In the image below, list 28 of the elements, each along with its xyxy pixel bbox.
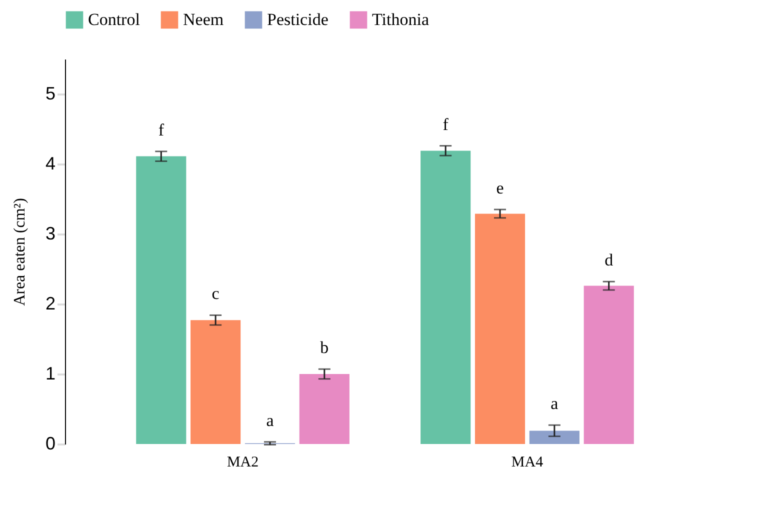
bar <box>529 430 580 444</box>
data-label: f <box>442 114 449 134</box>
bar <box>474 214 526 444</box>
bar <box>584 286 634 444</box>
bar <box>299 374 350 444</box>
legend-label: Neem <box>183 10 224 29</box>
data-label: c <box>212 284 220 304</box>
bar <box>136 156 186 444</box>
data-label: e <box>496 178 504 198</box>
legend-label: Control <box>88 10 140 29</box>
x-tick-label: MA2 <box>226 454 259 470</box>
data-label: d <box>604 250 614 270</box>
y-tick-label: 1 <box>45 364 56 384</box>
legend-label: Pesticide <box>267 10 328 29</box>
x-tick-label: MA4 <box>511 454 544 470</box>
y-tick-label: 3 <box>45 224 56 244</box>
y-tick-label: 4 <box>45 154 56 174</box>
bar <box>420 150 471 444</box>
data-label: f <box>158 120 164 140</box>
y-tick-label: 0 <box>45 434 56 454</box>
y-axis-title: Area eaten (cm²) <box>11 198 28 306</box>
legend-label: Tithonia <box>372 10 430 29</box>
data-label: b <box>320 338 329 358</box>
y-tick-label: 5 <box>45 84 56 104</box>
data-label: a <box>266 410 274 430</box>
y-tick-label: 2 <box>45 294 56 314</box>
data-label: a <box>550 394 559 414</box>
bar <box>190 320 241 444</box>
